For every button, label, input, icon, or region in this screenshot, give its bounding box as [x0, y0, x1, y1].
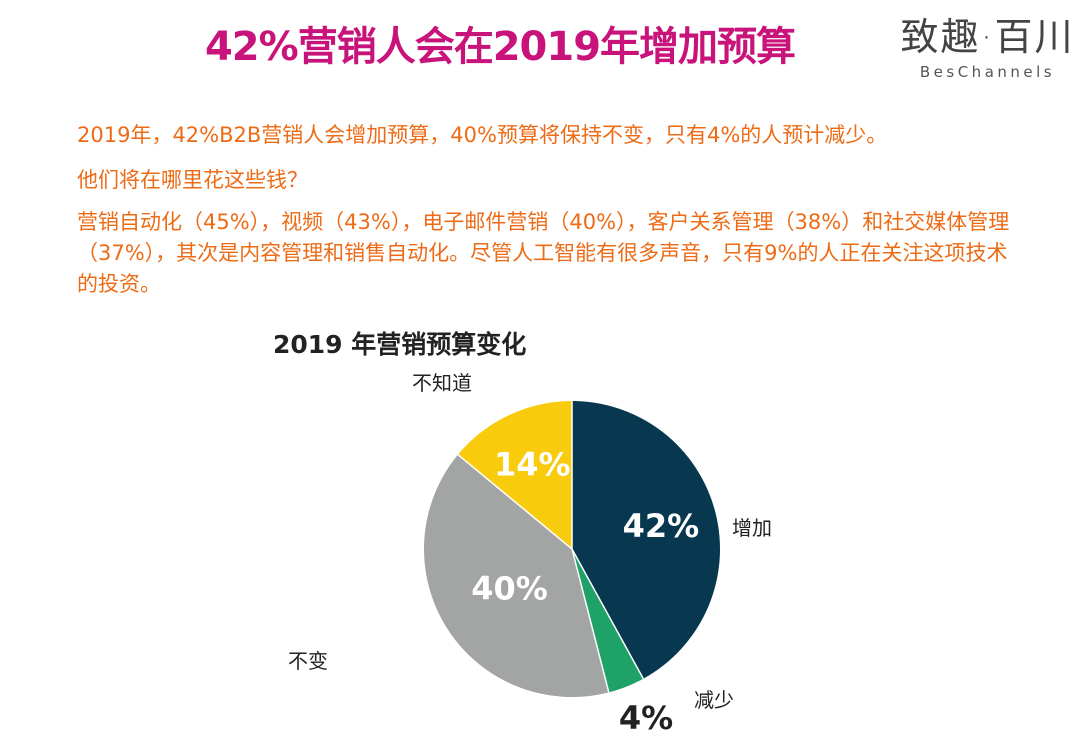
pie-slice-3	[424, 454, 609, 697]
page-title: 42%营销人会在2019年增加预算	[204, 24, 796, 70]
slice-value-3: 40%	[471, 570, 548, 608]
slice-separator	[571, 548, 610, 693]
pie-slice-1	[572, 401, 720, 679]
pie-slice-4	[457, 401, 572, 549]
slice-category-4: 不知道	[412, 371, 472, 395]
brand-logo: 致趣·百川 BesChannels	[900, 6, 1075, 81]
brand-name-en: BesChannels	[919, 63, 1056, 81]
slice-value-2: 4%	[619, 699, 673, 737]
slice-value-1: 42%	[623, 507, 700, 545]
brand-name-cn: 致趣·百川	[900, 15, 1075, 59]
spending-paragraph: 营销自动化（45%），视频（43%），电子邮件营销（40%），客户关系管理（38…	[77, 210, 1010, 296]
question-paragraph: 他们将在哪里花这些钱？	[77, 168, 308, 192]
intro-paragraph: 2019年，42%B2B营销人会增加预算，40%预算将保持不变，只有4%的人预计…	[77, 123, 888, 147]
slice-separator	[457, 454, 573, 550]
pie-slice-2	[572, 549, 644, 693]
chart-title: 2019 年营销预算变化	[273, 330, 527, 359]
slice-separator	[571, 548, 644, 680]
slice-category-2: 减少	[694, 688, 734, 712]
slice-category-1: 增加	[732, 516, 772, 540]
slice-category-3: 不变	[288, 649, 328, 673]
slice-value-4: 14%	[494, 446, 571, 484]
